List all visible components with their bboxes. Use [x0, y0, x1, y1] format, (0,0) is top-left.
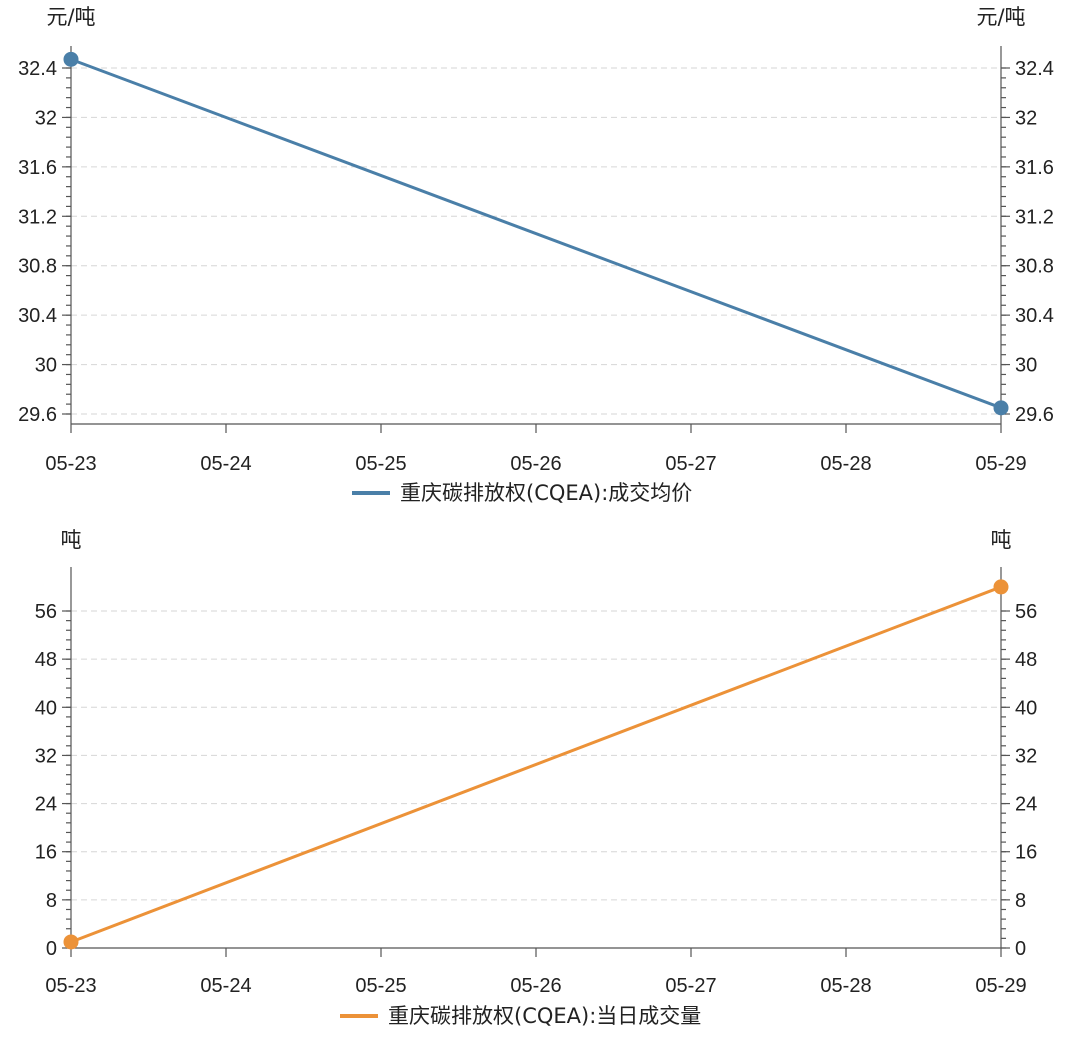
- y-tick-label-left: 31.6: [18, 157, 57, 179]
- y-tick-label-left: 30: [35, 355, 57, 377]
- y-tick-label-right: 16: [1015, 842, 1037, 864]
- x-ticks: 05-23 05-24 05-25 05-26 05-27 05-28 05-29: [45, 948, 1027, 997]
- unit-label-left: 吨: [61, 528, 82, 552]
- x-tick-label: 05-25: [355, 453, 406, 475]
- y-tick-label-right: 32: [1015, 745, 1037, 767]
- x-tick-label: 05-25: [355, 975, 406, 997]
- y-tick-label-right: 56: [1015, 601, 1037, 623]
- y-tick-label-left: 32.4: [18, 58, 57, 80]
- y-tick-label-right: 40: [1015, 697, 1037, 719]
- y-tick-label-right: 30.4: [1015, 305, 1054, 327]
- y-tick-label-right: 0: [1015, 938, 1026, 960]
- y-tick-label-left: 32: [35, 107, 57, 129]
- x-tick-label: 05-23: [45, 975, 96, 997]
- y-ticks: 29.6 29.6 30 30 30.4 30.4 30.8 30.8 31.2 31.2 31.6…: [18, 58, 1054, 426]
- y-tick-label-right: 24: [1015, 794, 1037, 816]
- y-tick-label-right: 32: [1015, 107, 1037, 129]
- y-ticks: 0 0 8 8 16 16 24 24 32 32 40 40 48 48 56 56: [35, 601, 1038, 960]
- legend: 重庆碳排放权(CQEA):当日成交量: [340, 1004, 701, 1028]
- x-tick-label: 05-27: [665, 975, 716, 997]
- y-tick-label-right: 29.6: [1015, 404, 1054, 426]
- x-tick-label: 05-28: [820, 975, 871, 997]
- chart-panel-1: 29.6 29.6 30 30 30.4 30.4 30.8 30.8 31.2 31.2 31.6…: [18, 5, 1054, 505]
- y-tick-label-left: 32: [35, 745, 57, 767]
- y-tick-label-right: 8: [1015, 890, 1026, 912]
- unit-label-right: 元/吨: [976, 5, 1025, 29]
- data-point: [63, 934, 79, 950]
- y-tick-label-left: 31.2: [18, 206, 57, 228]
- y-tick-label-left: 29.6: [18, 404, 57, 426]
- x-tick-label: 05-29: [975, 975, 1026, 997]
- x-tick-label: 05-24: [200, 975, 251, 997]
- series-line: [70, 57, 1002, 410]
- x-tick-label: 05-26: [510, 453, 561, 475]
- y-tick-label-right: 31.2: [1015, 206, 1054, 228]
- y-tick-label-right: 48: [1015, 649, 1037, 671]
- y-tick-label-left: 48: [35, 649, 57, 671]
- data-point: [993, 579, 1009, 595]
- y-tick-label-left: 8: [46, 890, 57, 912]
- y-tick-label-left: 24: [35, 794, 57, 816]
- x-tick-label: 05-28: [820, 453, 871, 475]
- x-tick-label: 05-26: [510, 975, 561, 997]
- legend-label: 重庆碳排放权(CQEA):成交均价: [400, 481, 692, 505]
- y-tick-label-left: 30.4: [18, 305, 57, 327]
- x-tick-label: 05-24: [200, 453, 251, 475]
- series-1: [63, 51, 1009, 416]
- y-tick-label-right: 30: [1015, 355, 1037, 377]
- x-tick-label: 05-29: [975, 453, 1026, 475]
- y-tick-label-left: 40: [35, 697, 57, 719]
- x-ticks: 05-23 05-24 05-25 05-26 05-27 05-28 05-29: [45, 424, 1027, 475]
- series-line: [70, 585, 1002, 944]
- unit-label-left: 元/吨: [46, 5, 95, 29]
- y-tick-label-left: 30.8: [18, 256, 57, 278]
- series-1: [63, 579, 1009, 950]
- y-tick-label-left: 0: [46, 938, 57, 960]
- legend-label: 重庆碳排放权(CQEA):当日成交量: [388, 1004, 701, 1028]
- data-point: [993, 400, 1009, 416]
- legend: 重庆碳排放权(CQEA):成交均价: [352, 481, 692, 505]
- y-tick-label-right: 31.6: [1015, 157, 1054, 179]
- y-tick-label-right: 32.4: [1015, 58, 1054, 80]
- y-tick-label-right: 30.8: [1015, 256, 1054, 278]
- x-tick-label: 05-23: [45, 453, 96, 475]
- x-tick-label: 05-27: [665, 453, 716, 475]
- unit-label-right: 吨: [991, 528, 1012, 552]
- data-point: [63, 51, 79, 67]
- y-tick-label-left: 56: [35, 601, 57, 623]
- y-tick-label-left: 16: [35, 842, 57, 864]
